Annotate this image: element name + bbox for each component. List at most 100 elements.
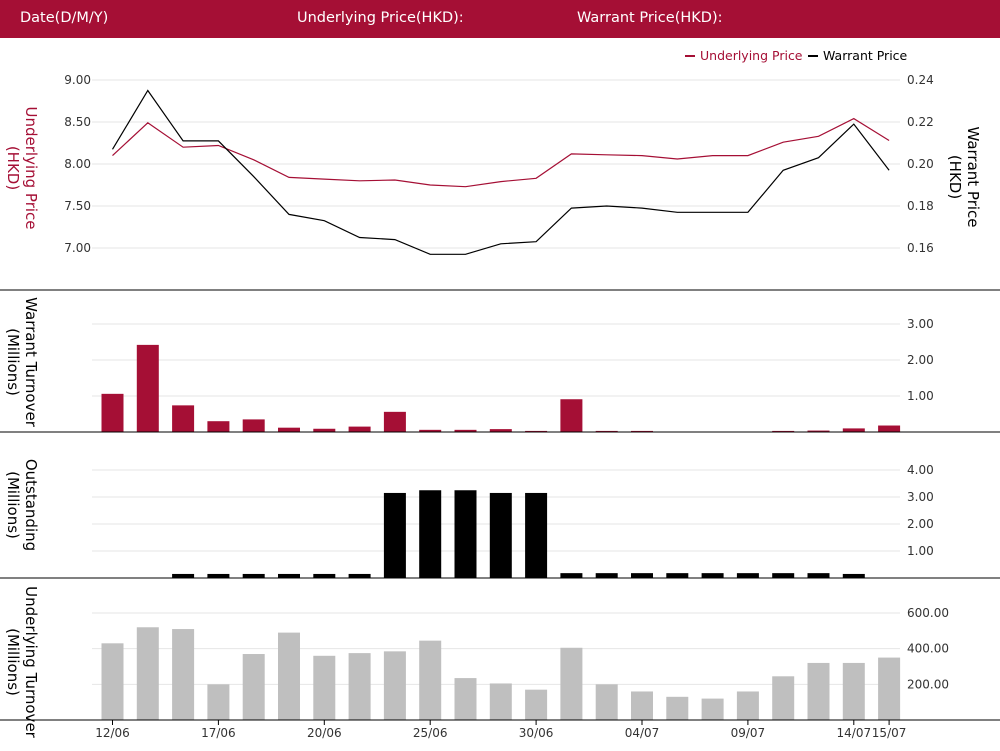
warrant-price-line: [111, 89, 890, 255]
y-tick-right: 0.24: [907, 73, 934, 87]
warrant-turnover-bar: [348, 426, 371, 432]
x-tick-label: 25/06: [413, 726, 448, 740]
legend-underlying: Underlying Price: [700, 48, 803, 63]
underlying-turnover-bar: [807, 662, 830, 720]
underlying-turnover-bar: [489, 683, 512, 720]
warrant-turnover-bar: [560, 399, 583, 432]
underlying-turnover-bar: [419, 640, 442, 720]
outstanding-bar: [207, 573, 230, 578]
date-label: Date(D/M/Y): [20, 10, 109, 26]
warrant-turnover-bar: [383, 411, 406, 432]
outstanding-bar: [631, 573, 653, 578]
underlying-turnover-bar: [383, 651, 406, 720]
x-tick-label: 12/06: [95, 726, 130, 740]
underlying-turnover-bar: [560, 647, 583, 720]
underlying-turnover-bar: [136, 627, 159, 720]
warrant-turnover-bar: [242, 419, 265, 432]
y-tick-right: 400.00: [907, 642, 949, 656]
y-tick-right: 0.16: [907, 241, 934, 255]
y-tick-right: 4.00: [907, 463, 934, 477]
y-axis-label-left: Underlying Price(HKD): [4, 106, 40, 229]
underlying-turnover-bar: [172, 629, 195, 720]
outstanding-bar: [278, 573, 300, 578]
underlying-price-label: Underlying Price(HKD):: [297, 10, 464, 26]
underlying-turnover-bar: [454, 678, 477, 720]
underlying-turnover-bar: [736, 691, 759, 720]
outstanding-bar: [736, 573, 759, 578]
x-tick-label: 17/06: [201, 726, 236, 740]
outstanding-bar: [560, 573, 583, 578]
underlying-turnover-bar: [595, 684, 618, 720]
underlying-turnover-bar: [207, 684, 230, 720]
warrant-turnover-bar: [878, 425, 901, 432]
warrant-turnover-bar: [101, 393, 124, 432]
underlying-turnover-bar: [313, 655, 336, 720]
x-tick-label: 20/06: [307, 726, 342, 740]
outstanding-bar: [348, 573, 371, 578]
outstanding-bar: [666, 573, 689, 578]
y-axis-label-warrant-turnover: Warrant Turnover(Millions): [4, 297, 40, 428]
outstanding-bar: [807, 573, 830, 578]
y-tick-right: 200.00: [907, 677, 949, 691]
warrant-turnover-bar: [454, 429, 477, 432]
y-tick-left: 9.00: [64, 73, 91, 87]
x-tick-label: 04/07: [625, 726, 660, 740]
underlying-turnover-bar: [842, 662, 865, 720]
outstanding-bar: [454, 490, 477, 578]
outstanding-bar: [489, 492, 512, 578]
outstanding-bar: [172, 573, 195, 578]
warrant-turnover-bar: [489, 429, 512, 432]
outstanding-bar: [383, 492, 406, 578]
outstanding-bar: [701, 573, 724, 578]
underlying-turnover-bar: [348, 653, 371, 720]
warrant-turnover-bar: [419, 429, 442, 432]
outstanding-bar: [525, 492, 548, 578]
x-tick-label: 14/07: [837, 726, 872, 740]
outstanding-bar: [419, 490, 442, 578]
legend-warrant: Warrant Price: [823, 48, 908, 63]
underlying-turnover-bar: [666, 696, 689, 720]
outstanding-bar: [242, 573, 265, 578]
y-tick-right: 3.00: [907, 490, 934, 504]
y-tick-left: 8.50: [64, 115, 91, 129]
underlying-price-line: [112, 117, 890, 188]
warrant-turnover-bar: [807, 430, 830, 432]
underlying-turnover-bar: [101, 643, 124, 720]
header-bar: Date(D/M/Y) Underlying Price(HKD): Warra…: [0, 0, 1000, 38]
y-tick-right: 600.00: [907, 606, 949, 620]
warrant-turnover-bar: [278, 427, 300, 432]
y-axis-label-outstanding: Outstanding(Millions): [4, 459, 40, 551]
outstanding-bar: [595, 573, 618, 578]
x-tick-label: 09/07: [731, 726, 766, 740]
y-tick-right: 0.20: [907, 157, 934, 171]
warrant-turnover-bar: [207, 421, 230, 432]
y-tick-right: 0.18: [907, 199, 934, 213]
warrant-turnover-bar: [313, 428, 336, 432]
outstanding-bar: [313, 573, 336, 578]
underlying-turnover-bar: [242, 654, 265, 720]
y-tick-right: 2.00: [907, 517, 934, 531]
y-tick-right: 3.00: [907, 317, 934, 331]
y-tick-right: 1.00: [907, 544, 934, 558]
y-tick-left: 7.50: [64, 199, 91, 213]
y-tick-left: 8.00: [64, 157, 91, 171]
y-axis-label-underlying-turnover: Underlying Turnover(Millions): [4, 586, 40, 738]
y-axis-label-right: Warrant Price(HKD): [946, 126, 982, 227]
warrant-turnover-bar: [842, 428, 865, 432]
x-tick-label: 15/07: [872, 726, 907, 740]
y-tick-right: 2.00: [907, 353, 934, 367]
x-tick-label: 30/06: [519, 726, 554, 740]
outstanding-bar: [842, 573, 865, 578]
underlying-turnover-bar: [278, 632, 300, 720]
warrant-price-label: Warrant Price(HKD):: [577, 10, 723, 26]
underlying-turnover-bar: [631, 691, 653, 720]
underlying-turnover-bar: [878, 657, 901, 720]
underlying-turnover-bar: [701, 698, 724, 720]
outstanding-bar: [772, 573, 795, 578]
underlying-turnover-bar: [772, 676, 795, 720]
warrant-turnover-bar: [172, 405, 195, 432]
y-tick-right: 0.22: [907, 115, 934, 129]
warrant-turnover-bar: [136, 344, 159, 432]
underlying-turnover-bar: [525, 689, 548, 720]
